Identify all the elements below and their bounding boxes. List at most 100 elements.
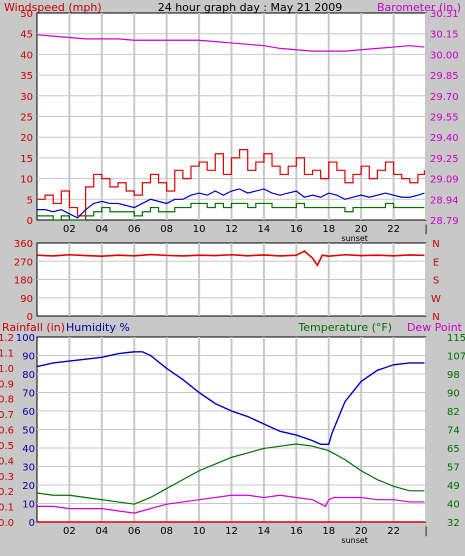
temperature-tick-label: 107 <box>447 352 465 363</box>
windspeed-tick-label: 5 <box>27 195 33 206</box>
x-tick-label: 06 <box>128 224 141 235</box>
rainfall-tick-label: 0.3 <box>0 472 14 483</box>
windspeed-tick-label: 15 <box>20 154 33 165</box>
barometer-tick-label: 29.70 <box>430 92 459 103</box>
x-tick-label: | <box>424 526 427 537</box>
barometer-tick-label: 29.55 <box>430 113 459 124</box>
barometer-tick-label: 28.79 <box>430 216 459 227</box>
rainfall-tick-label: 1.2 <box>0 333 14 344</box>
dew-point-line <box>37 494 425 514</box>
humidity-tick-label: 60 <box>22 407 35 418</box>
dew-point-axis-title: Dew Point <box>407 321 463 334</box>
x-tick-label: | <box>424 224 427 235</box>
direction-tick-label: 180 <box>14 276 33 287</box>
barometer-tick-label: 30.00 <box>430 50 459 61</box>
humidity-tick-label: 100 <box>16 333 35 344</box>
x-tick-label: 16 <box>290 526 303 537</box>
x-tick-label: 04 <box>95 526 108 537</box>
wind-gust-line <box>37 149 425 217</box>
rainfall-tick-label: 0.8 <box>0 395 14 406</box>
rainfall-tick-label: 0.0 <box>0 518 14 529</box>
x-tick-label: 20 <box>355 224 368 235</box>
x-tick-label: 12 <box>225 224 238 235</box>
x-tick-label: 14 <box>258 224 271 235</box>
x-tick-label: 04 <box>95 224 108 235</box>
humidity-axis-title: Humidity % <box>66 321 130 334</box>
x-tick-label: 18 <box>322 526 335 537</box>
compass-tick-label: E <box>433 257 439 268</box>
barometer-tick-label: 30.31 <box>430 9 459 20</box>
windspeed-tick-label: 0 <box>27 216 33 227</box>
sunset-label: sunset <box>341 234 368 243</box>
rainfall-tick-label: 0.4 <box>0 456 14 467</box>
humidity-tick-label: 30 <box>22 463 35 474</box>
x-tick-label: 02 <box>63 224 76 235</box>
x-tick-label: 10 <box>193 526 206 537</box>
rainfall-tick-label: 0.6 <box>0 426 14 437</box>
rainfall-tick-label: 0.2 <box>0 487 14 498</box>
x-tick-label: 18 <box>322 224 335 235</box>
windspeed-tick-label: 30 <box>20 92 33 103</box>
humidity-tick-label: 0 <box>29 518 35 529</box>
rainfall-tick-label: 0.9 <box>0 379 14 390</box>
wind-low-line <box>37 202 425 221</box>
x-tick-label: 08 <box>160 526 173 537</box>
temperature-line <box>36 443 425 505</box>
barometer-tick-label: 29.85 <box>430 71 459 82</box>
humidity-tick-label: 90 <box>22 352 35 363</box>
windspeed-tick-label: 10 <box>20 175 33 186</box>
temperature-tick-label: 49 <box>447 481 460 492</box>
sunset-label: sunset <box>341 536 368 545</box>
temperature-tick-label: 82 <box>447 407 460 418</box>
barometer-axis-title: Barometer (in.) <box>377 1 461 14</box>
windspeed-tick-label: 35 <box>20 71 33 82</box>
temperature-tick-label: 74 <box>447 426 460 437</box>
rainfall-tick-label: 0.5 <box>0 441 14 452</box>
humidity-tick-label: 70 <box>22 389 35 400</box>
humidity-tick-label: 20 <box>22 481 35 492</box>
x-tick-label: 22 <box>387 224 400 235</box>
humidity-line <box>36 351 425 445</box>
rainfall-axis-title: Rainfall (in) <box>2 321 65 334</box>
x-tick-label: 16 <box>290 224 303 235</box>
x-tick-label: 06 <box>128 526 141 537</box>
x-tick-label: 22 <box>387 526 400 537</box>
temperature-tick-label: 65 <box>447 444 460 455</box>
barometer-line <box>36 34 425 52</box>
barometer-tick-label: 29.40 <box>430 133 459 144</box>
x-tick-label: 14 <box>258 526 271 537</box>
windspeed-tick-label: 40 <box>20 50 33 61</box>
x-tick-label: 10 <box>193 224 206 235</box>
compass-tick-label: N <box>432 239 439 250</box>
wind-direction-line <box>36 250 425 267</box>
direction-tick-label: 0 <box>27 312 33 323</box>
barometer-tick-label: 29.25 <box>430 154 459 165</box>
windspeed-tick-label: 25 <box>20 113 33 124</box>
temperature-axis-title: Temperature (°F) <box>297 321 392 334</box>
barometer-tick-label: 28.94 <box>430 195 459 206</box>
humidity-tick-label: 50 <box>22 426 35 437</box>
wind-average-line <box>37 188 425 219</box>
temperature-tick-label: 115 <box>447 333 465 344</box>
temperature-tick-label: 90 <box>447 389 460 400</box>
humidity-tick-label: 10 <box>22 500 35 511</box>
rainfall-tick-label: 1.1 <box>0 348 14 359</box>
windspeed-tick-label: 20 <box>20 133 33 144</box>
rainfall-tick-label: 0.1 <box>0 503 14 514</box>
x-tick-label: 20 <box>355 526 368 537</box>
direction-tick-label: 90 <box>20 294 33 305</box>
windspeed-axis-title: Windspeed (mph) <box>4 1 102 14</box>
compass-tick-label: S <box>433 276 439 287</box>
direction-tick-label: 360 <box>14 239 33 250</box>
temperature-tick-label: 32 <box>447 518 460 529</box>
compass-tick-label: N <box>432 312 439 323</box>
humidity-tick-label: 80 <box>22 370 35 381</box>
chart-title: 24 hour graph day : May 21 2009 <box>158 1 343 14</box>
x-tick-label: 02 <box>63 526 76 537</box>
direction-tick-label: 270 <box>14 257 33 268</box>
humidity-tick-label: 40 <box>22 444 35 455</box>
x-tick-label: 12 <box>225 526 238 537</box>
temperature-tick-label: 98 <box>447 370 460 381</box>
